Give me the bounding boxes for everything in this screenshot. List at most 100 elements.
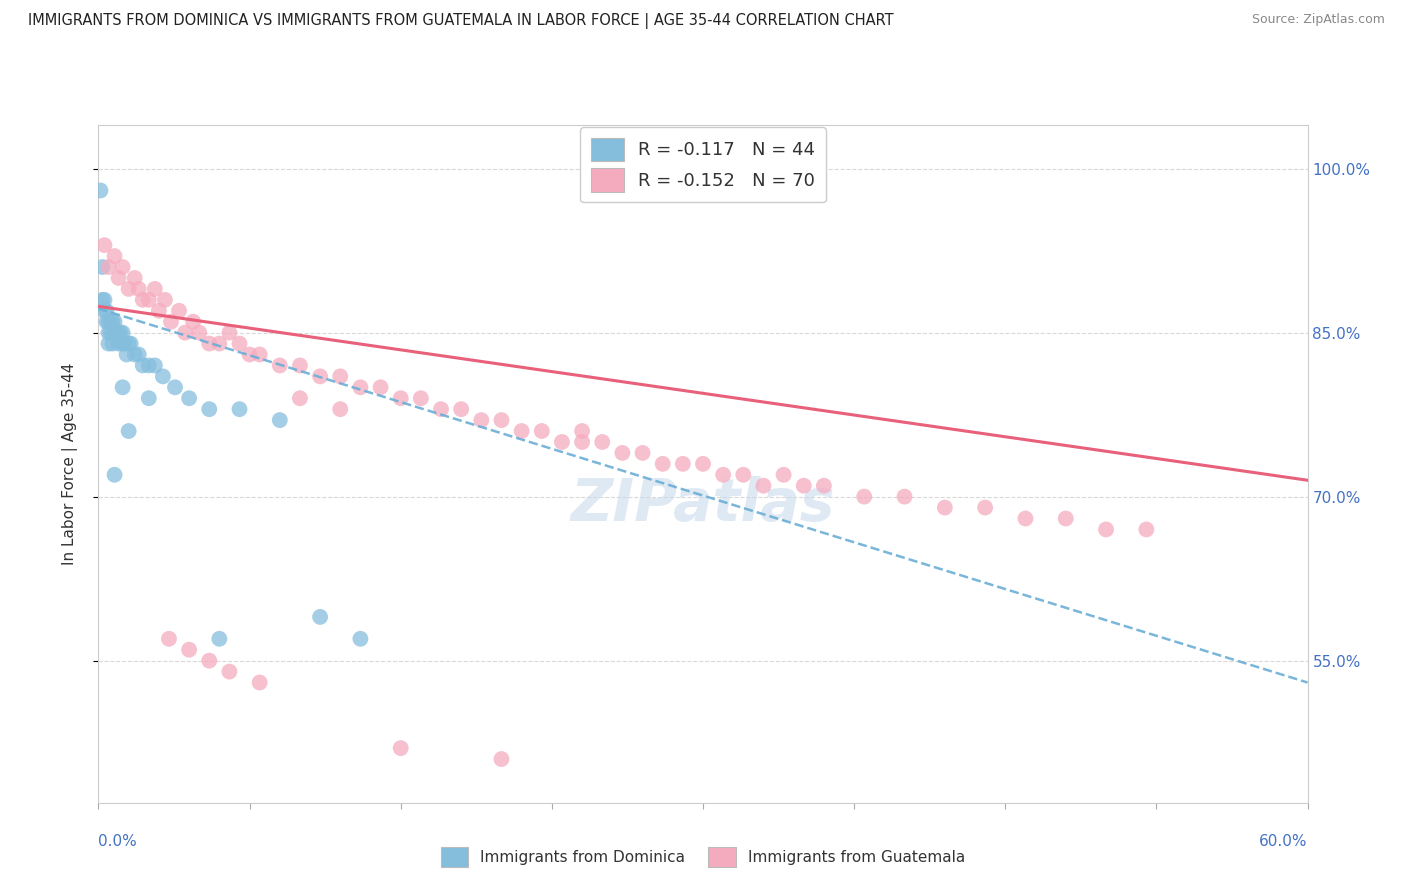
Point — [103, 326, 125, 340]
Point — [612, 446, 634, 460]
Point — [148, 303, 170, 318]
Text: 0.0%: 0.0% — [98, 834, 138, 849]
Point — [772, 467, 794, 482]
Point — [228, 336, 250, 351]
Point — [179, 642, 201, 657]
Point — [198, 654, 221, 668]
Point — [571, 434, 593, 449]
Point — [329, 369, 352, 384]
Point — [96, 303, 118, 318]
Point — [934, 500, 956, 515]
Point — [97, 336, 120, 351]
Point — [974, 500, 997, 515]
Point — [174, 326, 197, 340]
Point — [198, 336, 221, 351]
Point — [510, 424, 533, 438]
Point — [96, 315, 118, 329]
Point — [124, 347, 146, 361]
Point — [118, 424, 141, 438]
Point — [93, 238, 115, 252]
Point — [103, 315, 125, 329]
Point — [228, 402, 250, 417]
Point — [101, 336, 124, 351]
Point — [101, 315, 124, 329]
Point — [853, 490, 876, 504]
Point — [107, 271, 129, 285]
Point — [91, 260, 114, 274]
Point — [97, 260, 120, 274]
Point — [470, 413, 492, 427]
Point — [813, 479, 835, 493]
Point — [551, 434, 574, 449]
Point — [218, 665, 240, 679]
Text: 60.0%: 60.0% — [1260, 834, 1308, 849]
Point — [89, 184, 111, 198]
Point — [269, 359, 291, 373]
Point — [111, 380, 134, 394]
Point — [370, 380, 392, 394]
Point — [269, 413, 291, 427]
Point — [111, 336, 134, 351]
Text: Source: ZipAtlas.com: Source: ZipAtlas.com — [1251, 13, 1385, 27]
Point — [118, 336, 141, 351]
Point — [591, 434, 613, 449]
Point — [288, 391, 311, 405]
Point — [893, 490, 915, 504]
Point — [752, 479, 775, 493]
Point — [450, 402, 472, 417]
Point — [309, 369, 332, 384]
Point — [103, 467, 125, 482]
Y-axis label: In Labor Force | Age 35-44: In Labor Force | Age 35-44 — [62, 363, 77, 565]
Point — [1135, 523, 1157, 537]
Point — [132, 359, 155, 373]
Point — [389, 741, 412, 756]
Point — [389, 391, 412, 405]
Point — [105, 326, 128, 340]
Point — [692, 457, 714, 471]
Point — [143, 359, 166, 373]
Point — [157, 632, 180, 646]
Point — [349, 380, 371, 394]
Point — [153, 293, 176, 307]
Point — [138, 391, 160, 405]
Point — [152, 369, 174, 384]
Point — [103, 249, 125, 263]
Point — [100, 326, 122, 340]
Point — [143, 282, 166, 296]
Point — [124, 271, 146, 285]
Point — [138, 293, 160, 307]
Point — [107, 326, 129, 340]
Point — [631, 446, 654, 460]
Point — [97, 315, 120, 329]
Point — [430, 402, 453, 417]
Point — [179, 391, 201, 405]
Text: IMMIGRANTS FROM DOMINICA VS IMMIGRANTS FROM GUATEMALA IN LABOR FORCE | AGE 35-44: IMMIGRANTS FROM DOMINICA VS IMMIGRANTS F… — [28, 13, 894, 29]
Point — [100, 315, 122, 329]
Point — [128, 282, 150, 296]
Point — [107, 336, 129, 351]
Point — [711, 467, 734, 482]
Point — [530, 424, 553, 438]
Legend: Immigrants from Dominica, Immigrants from Guatemala: Immigrants from Dominica, Immigrants fro… — [434, 841, 972, 873]
Point — [329, 402, 352, 417]
Point — [1014, 511, 1036, 525]
Point — [491, 752, 513, 766]
Point — [239, 347, 262, 361]
Point — [111, 326, 134, 340]
Text: ZIPatlas: ZIPatlas — [571, 476, 835, 533]
Point — [1095, 523, 1118, 537]
Point — [218, 326, 240, 340]
Point — [409, 391, 432, 405]
Point — [491, 413, 513, 427]
Point — [198, 402, 221, 417]
Point — [1054, 511, 1077, 525]
Point — [249, 675, 271, 690]
Point — [167, 303, 190, 318]
Point — [208, 336, 231, 351]
Point — [672, 457, 695, 471]
Point — [651, 457, 673, 471]
Point — [160, 315, 183, 329]
Point — [93, 293, 115, 307]
Point — [181, 315, 204, 329]
Point — [114, 336, 136, 351]
